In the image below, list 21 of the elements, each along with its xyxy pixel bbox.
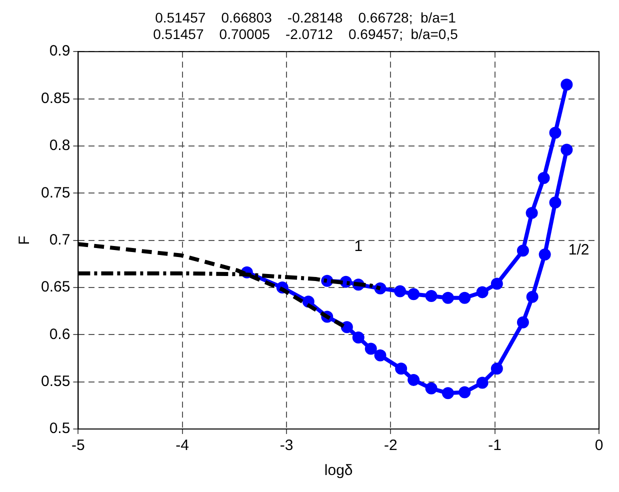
series-label: 1 — [354, 238, 363, 255]
y-tick-label: 0.6 — [49, 326, 70, 343]
y-tick-label: 0.75 — [40, 184, 70, 202]
y-tick-label: 0.85 — [40, 90, 70, 107]
y-tick-label: 0.55 — [40, 372, 70, 390]
x-tick-label: 0 — [594, 437, 604, 454]
x-tick-label: -1 — [488, 437, 502, 454]
y-tick-label: 0.8 — [49, 137, 70, 154]
x-tick-label: -4 — [176, 437, 190, 454]
y-tick-label: 0.9 — [49, 42, 70, 60]
x-tick-label: -5 — [72, 437, 85, 454]
x-tick-label: -3 — [280, 437, 294, 454]
y-axis-title: F — [16, 236, 34, 245]
y-tick-label: 0.5 — [49, 420, 70, 438]
series-label: 1/2 — [568, 242, 590, 259]
chart-subtitle: 0.51457 0.70005 -2.0712 0.69457; b/a=0,5 — [153, 26, 458, 42]
x-axis-title: logδ — [324, 462, 353, 480]
chart-title: 0.51457 0.66803 -0.28148 0.66728; b/a=1 — [155, 9, 456, 26]
y-tick-label: 0.7 — [49, 231, 70, 248]
y-tick-label: 0.65 — [40, 278, 70, 296]
x-tick-label: -2 — [384, 437, 398, 454]
